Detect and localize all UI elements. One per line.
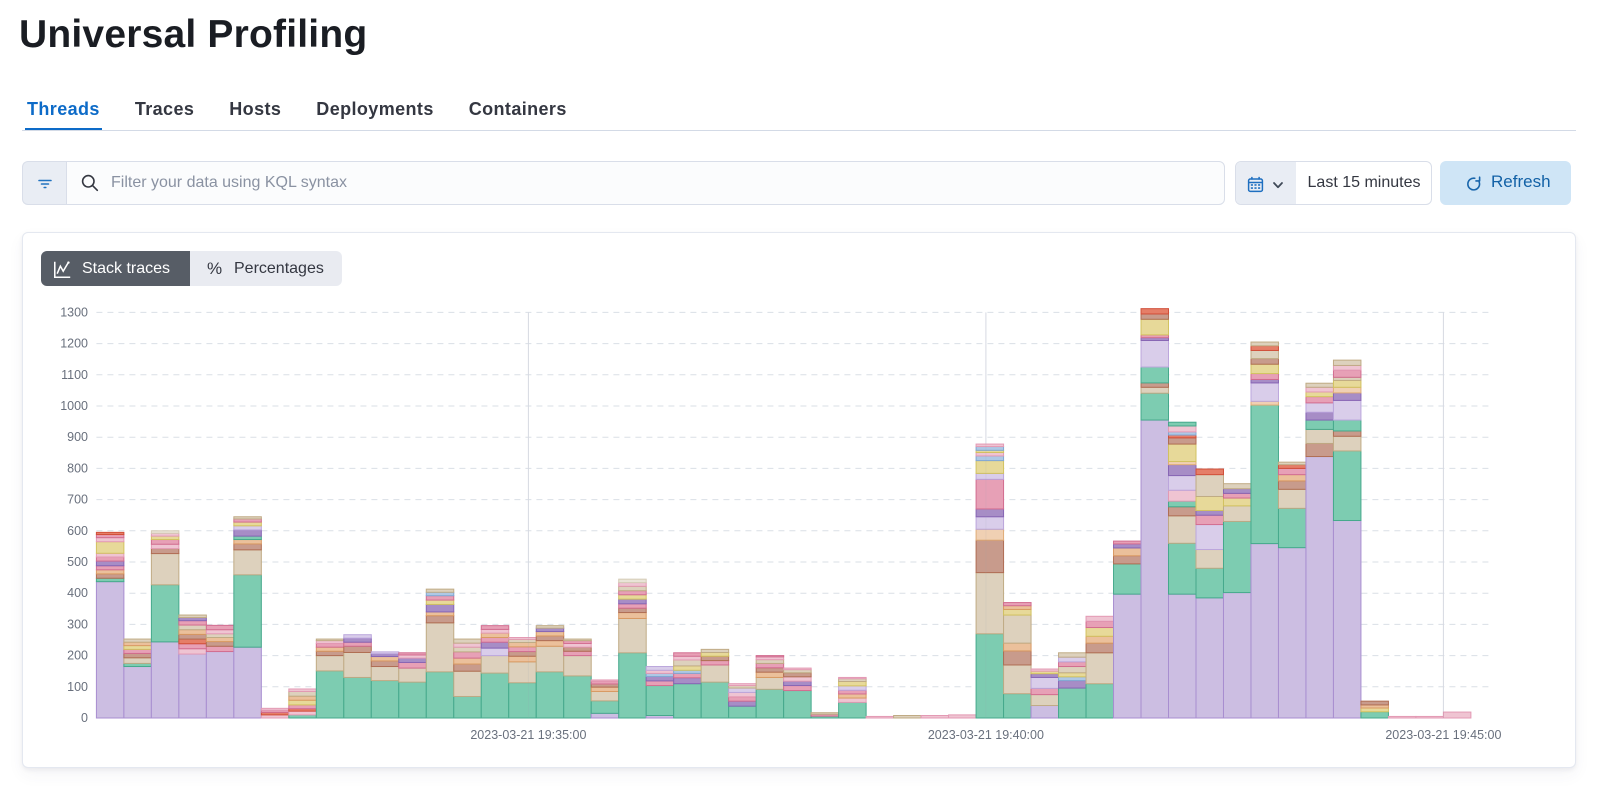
svg-text:100: 100 xyxy=(67,680,88,694)
svg-text:1000: 1000 xyxy=(60,399,88,413)
svg-text:700: 700 xyxy=(67,493,88,507)
svg-text:800: 800 xyxy=(67,461,88,475)
svg-text:1300: 1300 xyxy=(60,305,88,319)
svg-text:2023-03-21 19:35:00: 2023-03-21 19:35:00 xyxy=(470,728,586,742)
svg-text:2023-03-21 19:40:00: 2023-03-21 19:40:00 xyxy=(928,728,1044,742)
svg-text:900: 900 xyxy=(67,430,88,444)
svg-text:500: 500 xyxy=(67,555,88,569)
svg-text:0: 0 xyxy=(81,711,88,725)
svg-text:600: 600 xyxy=(67,524,88,538)
svg-text:300: 300 xyxy=(67,617,88,631)
svg-text:1200: 1200 xyxy=(60,337,88,351)
svg-text:200: 200 xyxy=(67,649,88,663)
svg-text:2023-03-21 19:45:00: 2023-03-21 19:45:00 xyxy=(1385,728,1501,742)
svg-text:400: 400 xyxy=(67,586,88,600)
svg-text:1100: 1100 xyxy=(61,368,88,382)
